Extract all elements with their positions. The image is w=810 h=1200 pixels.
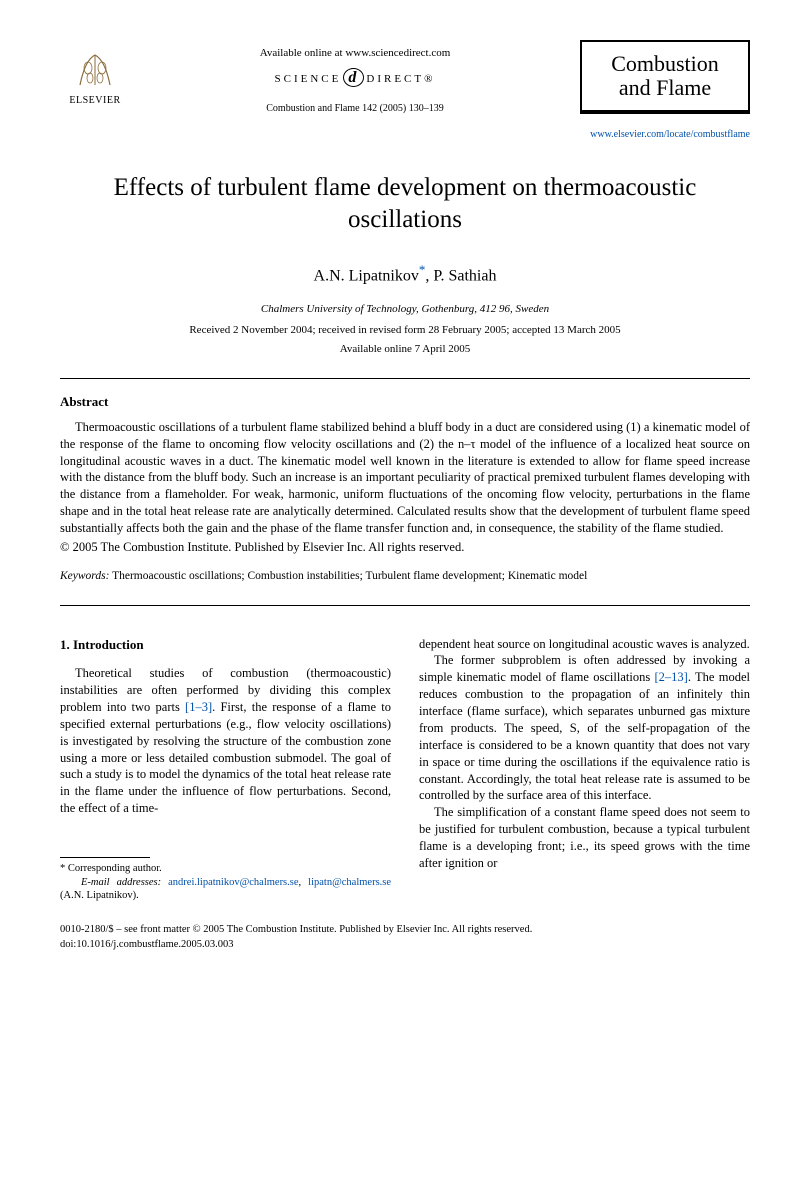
intro-text-1b: . First, the response of a flame to spec…	[60, 700, 391, 815]
page-footer: 0010-2180/$ – see front matter © 2005 Th…	[60, 923, 750, 952]
article-title: Effects of turbulent flame development o…	[60, 172, 750, 237]
footnote-separator	[60, 857, 150, 858]
ref-link-2-13[interactable]: [2–13]	[654, 670, 687, 684]
sciencedirect-d-icon: d	[343, 68, 364, 87]
email-label: E-mail addresses:	[81, 877, 161, 888]
elsevier-logo	[70, 40, 120, 90]
journal-name-line1: Combustion	[590, 52, 740, 76]
journal-box-wrapper: Combustion and Flame	[580, 40, 750, 114]
divider-bottom	[60, 605, 750, 606]
intro-para-1: Theoretical studies of combustion (therm…	[60, 665, 391, 817]
footer-doi: doi:10.1016/j.combustflame.2005.03.003	[60, 938, 750, 953]
sciencedirect-logo: SCIENCEdDIRECT®	[130, 67, 580, 89]
received-dates: Received 2 November 2004; received in re…	[60, 323, 750, 338]
email-1[interactable]: andrei.lipatnikov@chalmers.se	[168, 877, 298, 888]
column-left: 1. Introduction Theoretical studies of c…	[60, 636, 391, 903]
author-2: P. Sathiah	[433, 267, 496, 284]
divider-top	[60, 378, 750, 379]
email-author-name: (A.N. Lipatnikov).	[60, 890, 139, 901]
email-line: E-mail addresses: andrei.lipatnikov@chal…	[60, 876, 391, 903]
publisher-name: ELSEVIER	[69, 94, 120, 108]
intro-para-2: The former subproblem is often addressed…	[419, 652, 750, 804]
journal-name-line2: and Flame	[590, 76, 740, 100]
ref-link-1-3[interactable]: [1–3]	[185, 700, 212, 714]
footnote-block: * Corresponding author. E-mail addresses…	[60, 862, 391, 903]
keywords-label: Keywords:	[60, 570, 109, 582]
affiliation: Chalmers University of Technology, Gothe…	[60, 302, 750, 317]
author-1: A.N. Lipatnikov	[314, 267, 419, 284]
copyright-line: © 2005 The Combustion Institute. Publish…	[60, 539, 750, 557]
publisher-block: ELSEVIER	[60, 40, 130, 108]
header-row: ELSEVIER Available online at www.science…	[60, 40, 750, 116]
intro-para-3: The simplification of a constant flame s…	[419, 804, 750, 872]
available-date: Available online 7 April 2005	[60, 342, 750, 357]
body-columns: 1. Introduction Theoretical studies of c…	[60, 636, 750, 903]
footer-line-1: 0010-2180/$ – see front matter © 2005 Th…	[60, 923, 750, 938]
keywords: Keywords: Thermoacoustic oscillations; C…	[60, 568, 750, 584]
center-header: Available online at www.sciencedirect.co…	[130, 40, 580, 116]
column-right: dependent heat source on longitudinal ac…	[419, 636, 750, 903]
keywords-text: Thermoacoustic oscillations; Combustion …	[109, 570, 587, 582]
available-online-text: Available online at www.sciencedirect.co…	[130, 46, 580, 61]
corresponding-author-note: * Corresponding author.	[60, 862, 391, 876]
corresponding-mark[interactable]: *	[419, 262, 426, 277]
intro-para-1-cont: dependent heat source on longitudinal ac…	[419, 636, 750, 653]
section-heading: 1. Introduction	[60, 636, 391, 654]
sciencedirect-post: DIRECT®	[366, 73, 435, 85]
email-2[interactable]: lipatn@chalmers.se	[308, 877, 391, 888]
abstract-text: Thermoacoustic oscillations of a turbule…	[60, 419, 750, 537]
abstract-heading: Abstract	[60, 393, 750, 411]
journal-link[interactable]: www.elsevier.com/locate/combustflame	[60, 128, 750, 142]
journal-box: Combustion and Flame	[580, 40, 750, 114]
sciencedirect-pre: SCIENCE	[275, 73, 342, 85]
authors: A.N. Lipatnikov*, P. Sathiah	[60, 261, 750, 288]
citation-line: Combustion and Flame 142 (2005) 130–139	[130, 102, 580, 116]
intro-text-2b: . The model reduces combustion to the pr…	[419, 670, 750, 802]
